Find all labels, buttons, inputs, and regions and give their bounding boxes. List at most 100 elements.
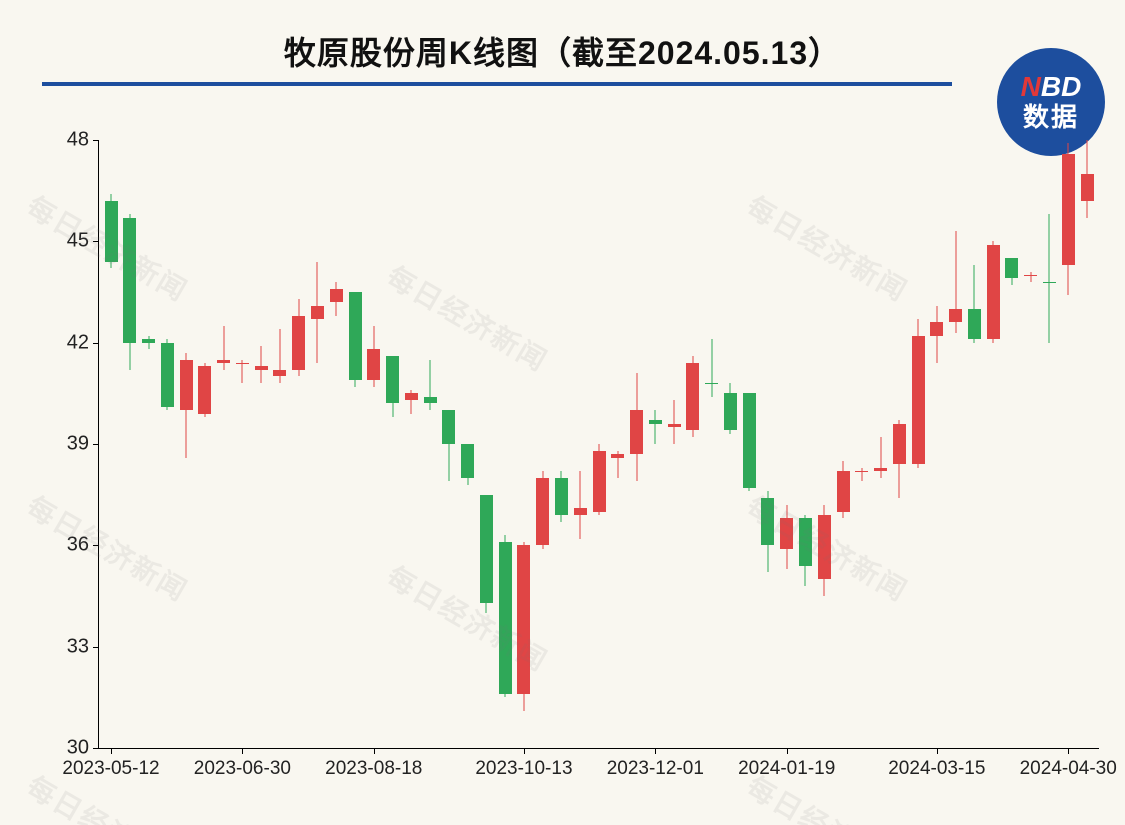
candle-body xyxy=(330,289,343,303)
y-tick-mark xyxy=(93,343,99,344)
candle-wick xyxy=(1049,214,1050,342)
candle-body xyxy=(292,316,305,370)
candle xyxy=(273,140,286,748)
candle-body xyxy=(1062,154,1075,265)
badge-line1: NBD xyxy=(1021,72,1082,103)
candle-body xyxy=(1043,282,1056,283)
candle-wick xyxy=(1030,272,1031,282)
candle xyxy=(1081,140,1094,748)
candle xyxy=(799,140,812,748)
candle-body xyxy=(649,420,662,423)
candle xyxy=(142,140,155,748)
candle-wick xyxy=(148,336,149,350)
x-tick-mark xyxy=(1068,748,1069,754)
candle xyxy=(236,140,249,748)
candle-body xyxy=(855,471,868,472)
badge-n: N xyxy=(1021,71,1041,102)
candlestick-chart: 303336394245482023-05-122023-06-302023-0… xyxy=(98,140,1099,749)
badge-b: B xyxy=(1041,71,1061,102)
candle-body xyxy=(574,508,587,515)
candle xyxy=(837,140,850,748)
candle xyxy=(330,140,343,748)
candle xyxy=(180,140,193,748)
candle xyxy=(1062,140,1075,748)
candle-wick xyxy=(655,410,656,444)
candle-body xyxy=(217,360,230,363)
candle xyxy=(198,140,211,748)
candle-body xyxy=(724,393,737,430)
candle-body xyxy=(987,245,1000,340)
candle xyxy=(405,140,418,748)
y-tick-mark xyxy=(93,647,99,648)
candle-body xyxy=(461,444,474,478)
candle xyxy=(349,140,362,748)
candle xyxy=(536,140,549,748)
chart-frame: 牧原股份周K线图（截至2024.05.13） NBD 数据 3033363942… xyxy=(0,0,1125,825)
candle xyxy=(367,140,380,748)
candle-body xyxy=(611,454,624,457)
candle-body xyxy=(499,542,512,694)
candle-body xyxy=(386,356,399,403)
candle xyxy=(705,140,718,748)
candle-wick xyxy=(580,471,581,539)
candle-body xyxy=(105,201,118,262)
chart-title: 牧原股份周K线图（截至2024.05.13） xyxy=(284,35,841,71)
candle-body xyxy=(424,397,437,404)
candle-body xyxy=(273,370,286,377)
candle xyxy=(874,140,887,748)
x-tick-mark xyxy=(374,748,375,754)
candle-body xyxy=(593,451,606,512)
candle-body xyxy=(893,424,906,465)
candle-body xyxy=(161,343,174,407)
candle xyxy=(123,140,136,748)
candle-body xyxy=(555,478,568,515)
candle-body xyxy=(311,306,324,320)
title-wrap: 牧原股份周K线图（截至2024.05.13） xyxy=(0,28,1125,74)
candle xyxy=(818,140,831,748)
candle xyxy=(105,140,118,748)
candle xyxy=(855,140,868,748)
candle xyxy=(311,140,324,748)
candle-body xyxy=(442,410,455,444)
candle-body xyxy=(630,410,643,454)
x-tick-mark xyxy=(111,748,112,754)
candle xyxy=(611,140,624,748)
candle-body xyxy=(1005,258,1018,278)
candle-wick xyxy=(261,346,262,383)
candle-body xyxy=(367,349,380,379)
candle xyxy=(517,140,530,748)
candle-body xyxy=(517,545,530,694)
candle xyxy=(386,140,399,748)
candle xyxy=(968,140,981,748)
candle xyxy=(555,140,568,748)
candle xyxy=(949,140,962,748)
x-tick-mark xyxy=(787,748,788,754)
candle-body xyxy=(142,339,155,342)
candle-body xyxy=(761,498,774,545)
candle xyxy=(912,140,925,748)
title-underline xyxy=(42,82,952,86)
candle-body xyxy=(1081,174,1094,201)
candle xyxy=(780,140,793,748)
y-tick-mark xyxy=(93,241,99,242)
candle xyxy=(480,140,493,748)
y-tick-mark xyxy=(93,140,99,141)
candle-body xyxy=(668,424,681,427)
candle xyxy=(987,140,1000,748)
candle-body xyxy=(799,518,812,565)
x-tick-mark xyxy=(242,748,243,754)
candle-body xyxy=(536,478,549,546)
candle xyxy=(461,140,474,748)
candle-body xyxy=(912,336,925,464)
candle xyxy=(1005,140,1018,748)
badge-line2: 数据 xyxy=(1023,103,1079,132)
candle-wick xyxy=(223,326,224,370)
candle-wick xyxy=(861,468,862,482)
candle xyxy=(930,140,943,748)
y-tick-mark xyxy=(93,444,99,445)
candle xyxy=(668,140,681,748)
candle-body xyxy=(818,515,831,579)
candle xyxy=(593,140,606,748)
candle-wick xyxy=(711,339,712,396)
candle xyxy=(761,140,774,748)
